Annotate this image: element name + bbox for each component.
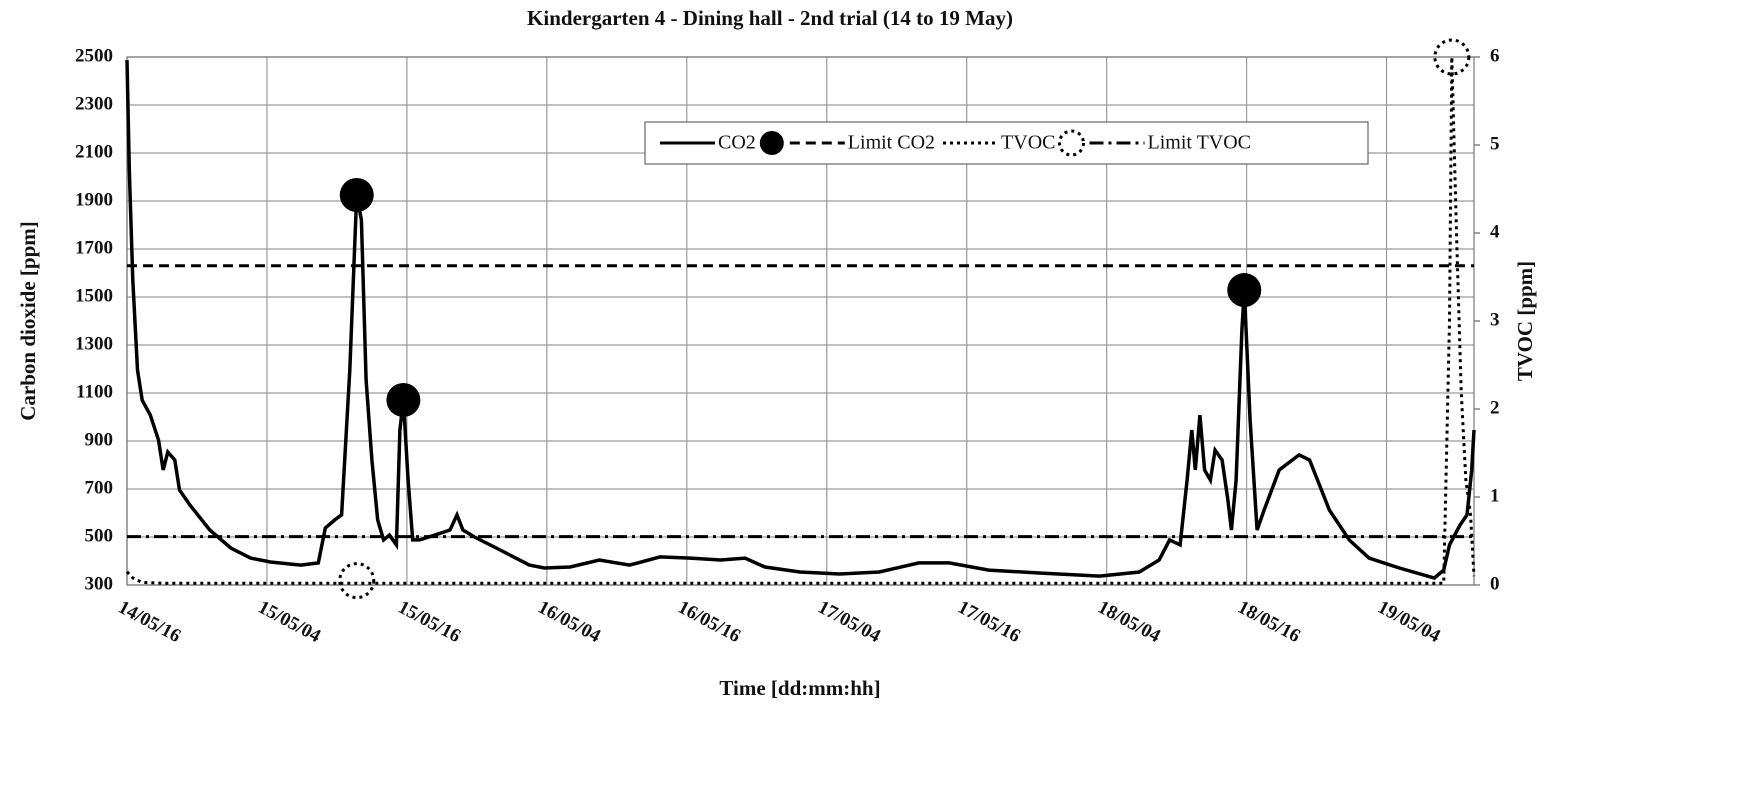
y-tick-label: 1100 — [76, 381, 113, 402]
x-tick-label: 17/05/16 — [954, 597, 1024, 647]
legend: CO2 Limit CO2 TVOC Limit TVOC — [644, 121, 1369, 165]
x-tick-label: 15/05/16 — [395, 597, 465, 647]
marker — [1433, 38, 1471, 76]
y-tick-label: 700 — [85, 477, 114, 498]
y-tick-label: 1300 — [75, 333, 113, 354]
x-tick-label: 19/05/04 — [1374, 597, 1444, 647]
plot-frame — [126, 56, 1475, 586]
y-tick-label: 1500 — [75, 285, 113, 306]
x-axis-title: Time [dd:mm:hh] — [719, 676, 880, 700]
marker — [1057, 129, 1085, 157]
y-tick-label: 2300 — [75, 93, 113, 114]
y-tick-label: 1900 — [75, 189, 113, 210]
y-tick-label: 1700 — [75, 237, 113, 258]
series-line — [125, 60, 1476, 580]
x-tick-label: 17/05/04 — [814, 597, 884, 647]
y-axis-title: Carbon dioxide [ppm] — [16, 221, 40, 421]
x-tick-label: 16/05/16 — [674, 597, 744, 647]
x-tick-label: 16/05/04 — [534, 597, 604, 647]
y2-tick-label: 4 — [1490, 221, 1500, 242]
legend-label: CO2 — [718, 132, 756, 154]
y-tick-label: 2100 — [75, 141, 113, 162]
chart-title: Kindergarten 4 - Dining hall - 2nd trial… — [527, 6, 1013, 30]
legend-label: Limit TVOC — [1147, 132, 1251, 154]
y2-tick-label: 1 — [1490, 485, 1500, 506]
x-tick-label: 18/05/16 — [1234, 597, 1304, 647]
legend-label: Limit CO2 — [848, 132, 935, 154]
x-tick-label: 18/05/04 — [1094, 597, 1164, 647]
x-tick-label: 14/05/16 — [115, 597, 185, 647]
legend-label: TVOC — [1001, 132, 1055, 154]
y2-axis-title: TVOC [ppm] — [1513, 261, 1537, 381]
y2-tick-label: 5 — [1490, 133, 1500, 154]
legend-box — [644, 121, 1369, 165]
marker — [338, 562, 376, 600]
marker — [386, 382, 421, 417]
x-tick-label: 15/05/04 — [255, 597, 325, 647]
y2-tick-label: 0 — [1490, 573, 1500, 594]
y-tick-label: 500 — [85, 525, 114, 546]
marker — [759, 131, 784, 155]
y2-tick-label: 2 — [1490, 397, 1500, 418]
marker — [1227, 273, 1262, 308]
y-tick-label: 900 — [85, 429, 114, 450]
y-tick-label: 300 — [85, 573, 114, 594]
y2-tick-label: 6 — [1490, 45, 1500, 66]
y-tick-label: 2500 — [75, 45, 113, 66]
series-line — [125, 56, 1476, 585]
y2-tick-label: 3 — [1490, 309, 1500, 330]
marker — [339, 178, 374, 212]
